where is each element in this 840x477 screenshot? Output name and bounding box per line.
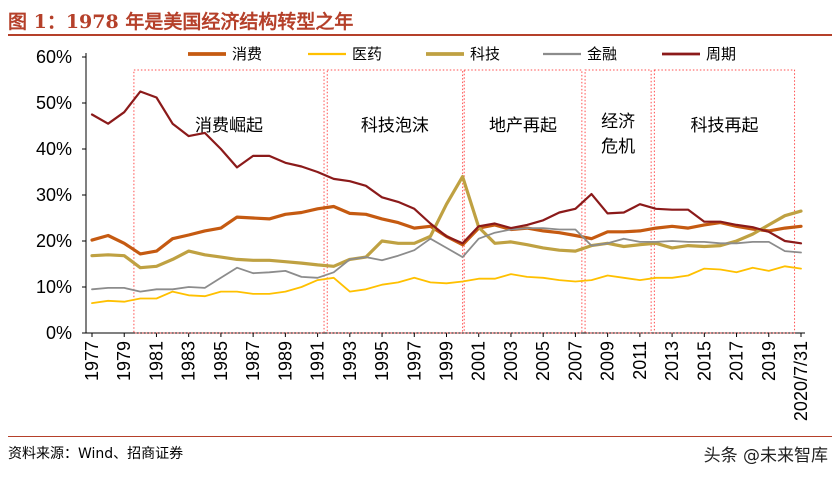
x-tick-label: 1985	[211, 341, 231, 381]
y-tick-label: 30%	[36, 185, 72, 205]
x-tick-label: 1995	[372, 341, 392, 381]
region-box	[584, 69, 652, 334]
region-box	[653, 69, 796, 334]
series-line	[90, 175, 803, 270]
x-tick-label: 1981	[146, 341, 166, 381]
y-tick-label: 50%	[36, 93, 72, 113]
x-tick-label: 2003	[501, 341, 521, 381]
region-label: 地产再起	[489, 116, 557, 136]
series-line	[91, 265, 802, 304]
region-label: 科技泡沫	[361, 116, 429, 136]
x-tick-label: 2020/7/31	[791, 341, 811, 421]
legend-label: 医药	[352, 45, 382, 63]
title-bar: 图 1：1978 年是美国经济结构转型之年	[0, 0, 840, 38]
x-tick-label: 1979	[114, 341, 134, 381]
x-tick-label: 2001	[469, 341, 489, 381]
x-tick-label: 1977	[82, 341, 102, 381]
x-tick-label: 2017	[727, 341, 747, 381]
y-tick-label: 60%	[36, 47, 72, 67]
x-tick-label: 2007	[565, 341, 585, 381]
x-tick-label: 2015	[694, 341, 714, 381]
region-box	[463, 69, 583, 334]
region-label: 科技再起	[690, 116, 758, 136]
series-line	[90, 90, 803, 245]
x-tick-label: 2005	[533, 341, 553, 381]
watermark: 头条 @未来智库	[703, 446, 828, 466]
legend-label: 消费	[232, 45, 262, 63]
line-chart: 0% 10% 20% 30% 40% 50% 60% 1977 1979 1981 1983 1985…	[36, 45, 811, 421]
x-tick-label: 1983	[179, 341, 199, 381]
y-tick-label: 0%	[46, 323, 72, 343]
source-divider	[8, 436, 832, 437]
region-box	[326, 69, 464, 334]
series-line	[91, 227, 802, 293]
region-label: 消费崛起	[195, 116, 263, 136]
x-tick-label: 2013	[662, 341, 682, 381]
region-box	[133, 69, 325, 334]
y-tick-label: 40%	[36, 139, 72, 159]
x-tick-label: 2009	[598, 341, 618, 381]
legend-label: 金融	[587, 45, 617, 63]
x-tick-label: 2011	[630, 341, 650, 380]
region-label: 危机	[601, 137, 635, 157]
x-tick-label: 1997	[404, 341, 424, 381]
y-tick-label: 20%	[36, 231, 72, 251]
x-tick-label: 1999	[437, 341, 457, 381]
x-tick-label: 1987	[243, 341, 263, 381]
y-tick-label: 10%	[36, 277, 72, 297]
x-tick-label: 1993	[340, 341, 360, 381]
x-tick-label: 1989	[275, 341, 295, 381]
x-tick-label: 1991	[308, 341, 328, 381]
page-title: 图 1：1978 年是美国经济结构转型之年	[8, 11, 354, 33]
title-divider	[8, 34, 832, 36]
x-tick-label: 2019	[759, 341, 779, 381]
source-note: 资料来源：Wind、招商证券	[8, 446, 184, 462]
region-label: 经济	[601, 112, 635, 132]
legend-label: 科技	[470, 45, 500, 63]
legend-label: 周期	[706, 45, 736, 63]
